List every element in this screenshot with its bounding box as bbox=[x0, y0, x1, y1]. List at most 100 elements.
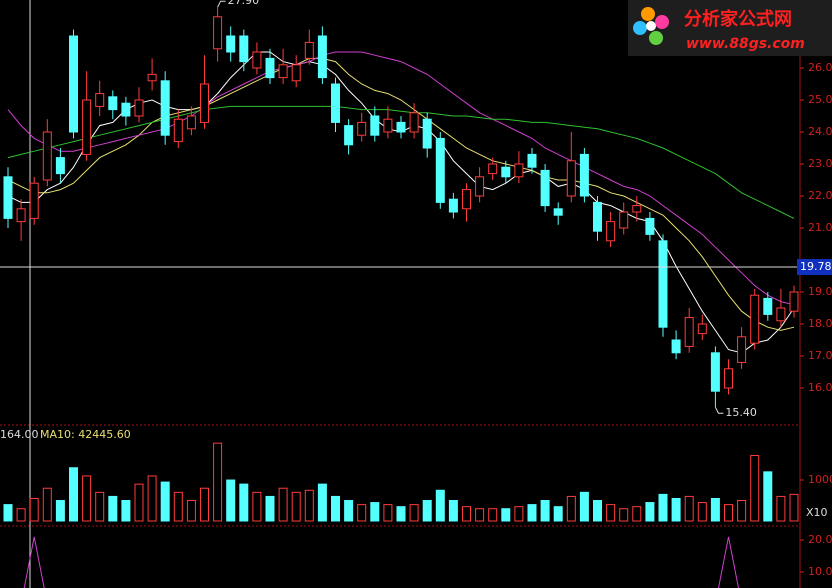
ma-line bbox=[7, 105, 795, 219]
volume-bar bbox=[160, 481, 170, 522]
volume-bar bbox=[226, 479, 236, 522]
candle-body bbox=[763, 297, 773, 315]
flower-center bbox=[646, 21, 656, 31]
volume-bar bbox=[540, 500, 550, 522]
volume-bar bbox=[147, 475, 157, 522]
candle-body bbox=[501, 166, 511, 178]
candle-body bbox=[737, 336, 747, 363]
volume-bar bbox=[304, 489, 314, 522]
candle-body bbox=[527, 153, 537, 168]
logo-url: www.88gs.com bbox=[686, 36, 805, 52]
candle-body bbox=[540, 169, 550, 207]
candle-body bbox=[553, 208, 563, 216]
ma-label: MA10: 42445.60 bbox=[40, 428, 131, 441]
candle-body bbox=[462, 189, 471, 210]
marker bbox=[217, 0, 226, 8]
volume-bar bbox=[16, 508, 26, 522]
volume-bar bbox=[435, 489, 445, 522]
candle-body bbox=[55, 157, 65, 175]
volume-bar bbox=[121, 500, 131, 522]
volume-bar bbox=[724, 504, 733, 522]
candle-body bbox=[383, 118, 393, 133]
volume-bar bbox=[422, 500, 432, 522]
volume-bar bbox=[239, 483, 249, 522]
candle-body bbox=[134, 99, 144, 117]
candle-body bbox=[750, 294, 760, 344]
volume-bar bbox=[82, 475, 92, 522]
high-label: 27.90 bbox=[228, 0, 260, 7]
candle-body bbox=[304, 41, 314, 59]
volume-bar bbox=[789, 493, 799, 522]
volume-bar bbox=[278, 487, 288, 522]
y-tick-label: 18.0 bbox=[808, 317, 832, 330]
y-tick-label: 20.0 bbox=[808, 533, 832, 546]
candle-body bbox=[710, 352, 720, 392]
y-tick-label: 19.0 bbox=[808, 285, 832, 298]
volume-bar bbox=[462, 506, 471, 522]
candle-body bbox=[396, 121, 406, 133]
logo-title: 分析家公式网 bbox=[684, 8, 792, 30]
volume-bar bbox=[619, 508, 629, 522]
volume-bar bbox=[200, 487, 209, 522]
candle-body bbox=[82, 99, 92, 155]
volume-bar bbox=[710, 497, 720, 522]
volume-bar bbox=[763, 471, 773, 522]
petal bbox=[655, 15, 669, 29]
candle-body bbox=[252, 51, 262, 69]
candle-body bbox=[357, 121, 367, 136]
candle-body bbox=[265, 57, 275, 79]
volume-bar bbox=[173, 491, 183, 522]
candle-body bbox=[448, 198, 458, 213]
volume-bar bbox=[108, 495, 118, 522]
candle-body bbox=[422, 118, 432, 149]
volume-bar bbox=[69, 467, 78, 522]
petal bbox=[649, 31, 663, 45]
volume-bar bbox=[697, 502, 707, 522]
cursor-box bbox=[797, 259, 832, 276]
candle-body bbox=[239, 35, 249, 63]
candle-body bbox=[475, 176, 485, 197]
volume-bar bbox=[29, 497, 39, 522]
volume-bar bbox=[3, 504, 13, 522]
volume-bar bbox=[566, 495, 576, 522]
candle-body bbox=[108, 96, 118, 111]
volume-bar bbox=[95, 491, 105, 522]
candle-body bbox=[514, 163, 524, 178]
candle-body bbox=[370, 115, 380, 136]
candle-body bbox=[42, 131, 52, 181]
candle-body bbox=[29, 182, 39, 219]
marker bbox=[714, 406, 724, 414]
candle-body bbox=[317, 35, 327, 79]
volume-bar bbox=[501, 508, 511, 522]
volume-bar bbox=[553, 506, 563, 522]
candle-body bbox=[291, 64, 301, 82]
volume-bar bbox=[606, 504, 616, 522]
candle-body bbox=[697, 323, 707, 335]
volume-bar bbox=[331, 495, 340, 522]
candle-body bbox=[3, 176, 13, 219]
volume-bar bbox=[776, 495, 786, 522]
candle-body bbox=[278, 64, 288, 79]
volume-bar bbox=[265, 495, 275, 522]
y-tick-label: 16.0 bbox=[808, 381, 832, 394]
ma-line bbox=[7, 51, 795, 306]
candle-body bbox=[776, 307, 786, 322]
candle-body bbox=[200, 83, 209, 123]
y-tick-label: 22.0 bbox=[808, 189, 832, 202]
volume-bar bbox=[252, 491, 262, 522]
volume-bar bbox=[632, 506, 642, 522]
candle-body bbox=[645, 217, 655, 235]
petal bbox=[633, 21, 647, 35]
volume-bar bbox=[527, 504, 537, 522]
candle-body bbox=[173, 118, 183, 143]
candle-body bbox=[671, 339, 681, 354]
candle-body bbox=[658, 240, 668, 328]
candle-body bbox=[435, 137, 445, 203]
low-label: 15.40 bbox=[725, 406, 757, 419]
candle-body bbox=[409, 112, 419, 133]
volume-bar bbox=[514, 506, 524, 522]
volume-bar bbox=[671, 497, 681, 522]
candle-body bbox=[95, 93, 105, 107]
petal bbox=[641, 7, 655, 21]
volume-bar bbox=[396, 506, 406, 522]
